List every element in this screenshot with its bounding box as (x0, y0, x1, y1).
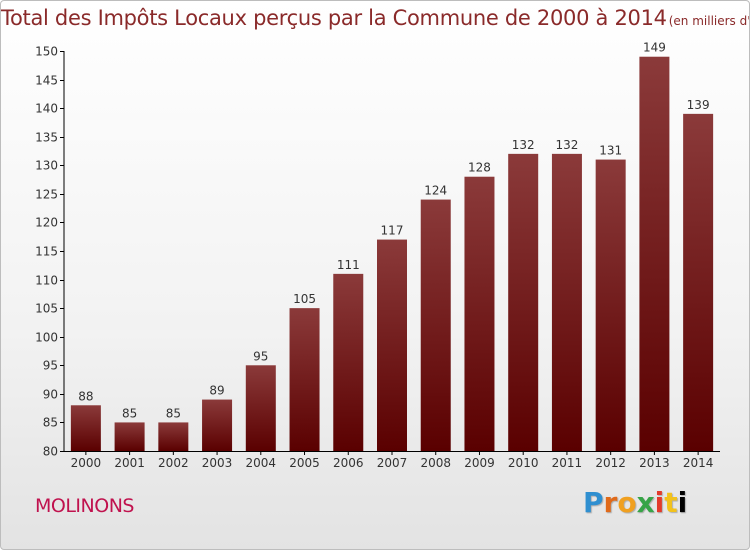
y-tick-label: 135 (35, 131, 58, 145)
logo-letter: i (677, 486, 688, 519)
bar-2003 (202, 399, 233, 451)
y-tick-label: 95 (43, 359, 58, 373)
y-tick-label: 150 (35, 45, 58, 59)
y-tick-label: 125 (35, 188, 58, 202)
value-label-2014: 139 (687, 98, 710, 112)
data-labels-group: 88 85 85 89 95 105 111 117 124 128 132 132 131 149 139 (78, 41, 709, 421)
bar-2007 (377, 239, 407, 451)
value-label-2008: 124 (424, 184, 447, 198)
y-tick-label: 140 (35, 102, 58, 116)
bar-2000 (70, 405, 101, 451)
bar-2010 (508, 153, 539, 451)
y-tick-label: 145 (35, 74, 58, 88)
x-tick-label-2014: 2014 (683, 456, 714, 470)
x-tick-label-2001: 2001 (114, 456, 145, 470)
chart-title: Total des Impôts Locaux perçus par la Co… (1, 6, 750, 30)
y-tick-label: 80 (43, 445, 58, 459)
bar-2008 (420, 199, 451, 451)
y-tick-label: 90 (43, 388, 58, 402)
value-label-2011: 132 (555, 138, 578, 152)
y-tick-label: 100 (35, 331, 58, 345)
logo-letter: P (583, 486, 604, 519)
x-tick-label-2002: 2002 (158, 456, 189, 470)
bar-2005 (289, 308, 320, 451)
y-tick-label: 120 (35, 216, 58, 230)
x-tick-label-2010: 2010 (508, 456, 539, 470)
value-label-2003: 89 (209, 384, 224, 398)
value-label-2007: 117 (381, 224, 404, 238)
bar-2004 (245, 365, 276, 451)
x-tick-label-2000: 2000 (71, 456, 102, 470)
value-label-2002: 85 (166, 406, 181, 420)
y-tick-label: 105 (35, 302, 58, 316)
chart-title-main: Total des Impôts Locaux perçus par la Co… (1, 6, 667, 30)
bars-group (70, 56, 714, 452)
y-tick-label: 115 (35, 245, 58, 259)
bar-2011 (551, 153, 582, 451)
bar-2002 (158, 422, 189, 451)
x-tick-label-2012: 2012 (595, 456, 626, 470)
x-tick-label-2009: 2009 (464, 456, 495, 470)
logo-letter: r (603, 486, 618, 519)
y-axis: 80 85 90 95 100 105 110 115 120 125 130 135 140 145 15… (35, 45, 65, 459)
y-tick-label: 110 (35, 274, 58, 288)
bar-2006 (333, 273, 364, 451)
x-tick-label-2005: 2005 (289, 456, 320, 470)
logo-letter: t (664, 486, 678, 519)
commune-name: MOLINONS (35, 495, 134, 517)
bar-2009 (464, 176, 495, 451)
bar-2013 (639, 56, 670, 451)
value-label-2010: 132 (512, 138, 535, 152)
value-label-2006: 111 (337, 258, 360, 272)
proxiti-logo: Proxiti (583, 486, 687, 519)
x-axis: 2000 2001 2002 2003 2004 2005 2006 2007 2008 2009… (64, 451, 720, 470)
value-label-2013: 149 (643, 41, 666, 55)
bar-2001 (114, 422, 145, 451)
y-tick-label: 85 (43, 416, 58, 430)
x-tick-label-2008: 2008 (420, 456, 451, 470)
x-tick-label-2006: 2006 (333, 456, 364, 470)
value-label-2001: 85 (122, 406, 137, 420)
logo-letter: x (636, 486, 655, 519)
value-label-2012: 131 (599, 144, 622, 158)
logo-letter: i (654, 486, 665, 519)
logo-letter: o (617, 486, 637, 519)
value-label-2005: 105 (293, 292, 316, 306)
bar-2014 (683, 113, 714, 451)
x-tick-label-2013: 2013 (639, 456, 670, 470)
value-label-2004: 95 (253, 349, 268, 363)
x-tick-label-2011: 2011 (552, 456, 583, 470)
value-label-2009: 128 (468, 161, 491, 175)
bar-2012 (595, 159, 626, 452)
chart-title-unit: (en milliers d'€) (668, 14, 750, 28)
x-tick-label-2003: 2003 (202, 456, 233, 470)
x-tick-label-2007: 2007 (377, 456, 408, 470)
y-tick-label: 130 (35, 159, 58, 173)
value-label-2000: 88 (78, 389, 93, 403)
x-tick-label-2004: 2004 (246, 456, 277, 470)
